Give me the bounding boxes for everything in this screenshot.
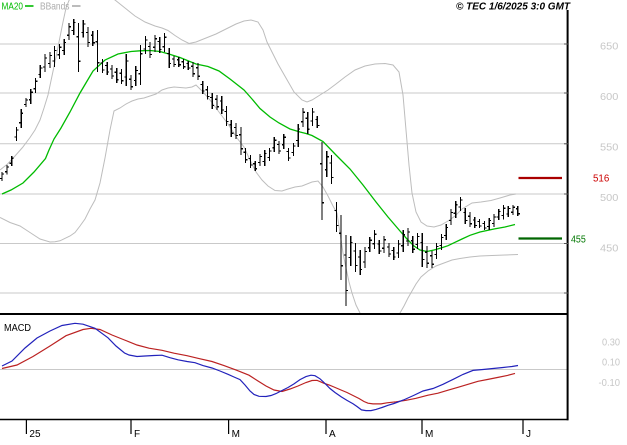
svg-text:516: 516: [593, 174, 610, 185]
svg-text:MA20: MA20: [2, 1, 24, 13]
svg-text:© TEC 1/6/2025 3:0 GMT: © TEC 1/6/2025 3:0 GMT: [456, 1, 572, 13]
svg-text:MACD: MACD: [4, 323, 31, 334]
svg-text:-0.10: -0.10: [599, 378, 621, 389]
svg-text:450: 450: [600, 243, 618, 255]
svg-text:0.30: 0.30: [602, 338, 620, 349]
svg-text:BBands: BBands: [40, 1, 70, 13]
svg-text:500: 500: [600, 192, 618, 204]
svg-text:F: F: [134, 429, 140, 440]
svg-text:600: 600: [600, 91, 618, 103]
svg-text:550: 550: [600, 142, 618, 154]
svg-text:M: M: [232, 429, 240, 440]
svg-text:650: 650: [600, 41, 618, 53]
svg-text:J: J: [526, 429, 531, 440]
svg-text:0.10: 0.10: [602, 358, 620, 369]
svg-text:M: M: [425, 429, 433, 440]
svg-text:455: 455: [571, 235, 586, 246]
svg-text:25: 25: [29, 429, 41, 440]
svg-text:A: A: [329, 429, 336, 440]
